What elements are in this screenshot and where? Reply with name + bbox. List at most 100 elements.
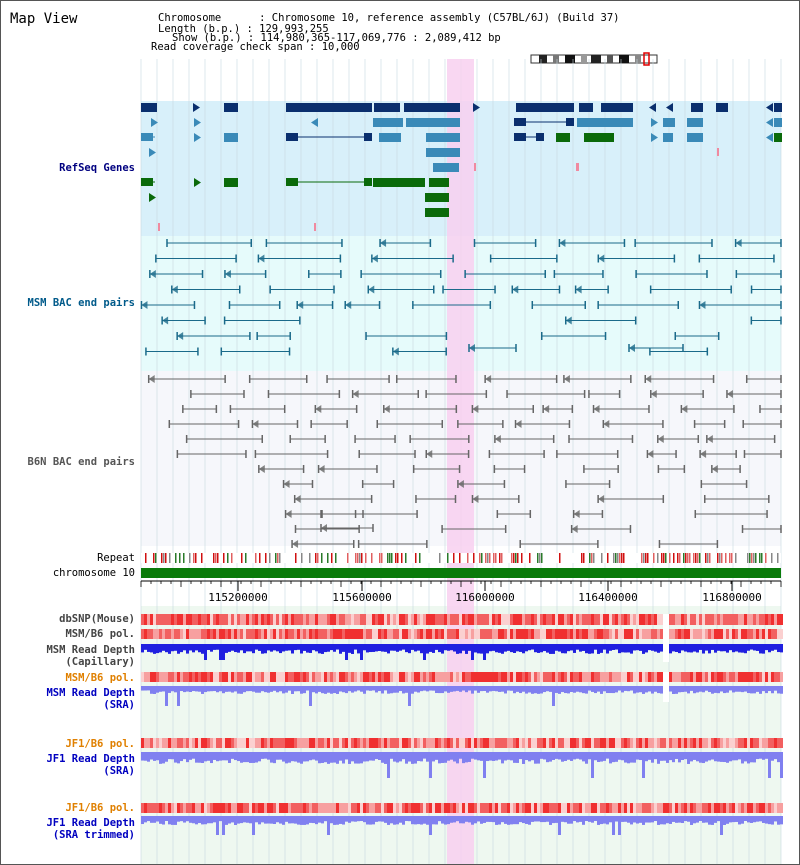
- depth-bar: [336, 752, 339, 764]
- pol-cell: [423, 614, 426, 625]
- pol-cell: [576, 614, 579, 625]
- repeat-mark: [647, 553, 649, 563]
- repeat-mark: [153, 553, 155, 563]
- strand-arrow: [194, 178, 201, 187]
- depth-bar: [258, 686, 261, 693]
- pol-cell: [258, 672, 261, 682]
- repeat-mark: [695, 553, 697, 563]
- pol-cell: [360, 614, 363, 625]
- pol-cell: [243, 738, 246, 748]
- depth-bar: [330, 752, 333, 763]
- end-arrow: [485, 375, 492, 383]
- pol-cell: [744, 803, 747, 813]
- depth-bar: [291, 686, 294, 694]
- track-label-b6n-bac[interactable]: B6N BAC end pairs: [27, 456, 135, 468]
- pol-cell: [585, 629, 588, 639]
- pol-cell: [225, 738, 228, 748]
- pol-cell: [300, 629, 303, 639]
- pol-cell: [363, 803, 366, 813]
- pol-cell: [570, 629, 573, 639]
- depth-bar: [681, 752, 684, 761]
- depth-bar: [726, 752, 729, 763]
- strand-arrow: [766, 118, 773, 127]
- depth-bar: [507, 686, 510, 691]
- track-label-msm-bac[interactable]: MSM BAC end pairs: [27, 297, 135, 309]
- strand-arrow: [666, 103, 673, 112]
- pol-cell: [180, 738, 183, 748]
- depth-bar: [426, 752, 429, 762]
- repeat-mark: [709, 553, 711, 563]
- pol-cell: [714, 738, 717, 748]
- pol-cell: [483, 738, 486, 748]
- pol-cell: [549, 672, 552, 682]
- depth-bar: [777, 752, 780, 763]
- pol-cell: [579, 614, 582, 625]
- pol-cell: [423, 803, 426, 813]
- depth-bar: [423, 752, 426, 759]
- depth-bar: [573, 686, 576, 693]
- depth-bar: [606, 686, 609, 694]
- pol-cell: [321, 629, 324, 639]
- pol-cell: [711, 738, 714, 748]
- depth-bar: [198, 816, 201, 824]
- depth-bar: [717, 644, 720, 651]
- pol-cell: [348, 738, 351, 748]
- repeat-mark: [217, 553, 219, 563]
- pol-cell: [327, 614, 330, 625]
- depth-bar: [354, 686, 357, 692]
- pol-cell: [606, 672, 609, 682]
- pol-cell: [363, 629, 366, 639]
- depth-bar: [705, 816, 708, 823]
- pol-cell: [585, 614, 588, 625]
- pol-cell: [591, 803, 594, 813]
- pol-cell: [369, 803, 372, 813]
- depth-bar: [498, 816, 501, 825]
- pol-cell: [357, 738, 360, 748]
- pol-cell: [534, 629, 537, 639]
- pol-cell: [768, 738, 771, 748]
- depth-bar: [411, 816, 414, 825]
- depth-bar: [183, 686, 186, 693]
- pol-cell: [429, 738, 432, 748]
- pol-cell: [186, 614, 189, 625]
- pol-cell: [288, 614, 291, 625]
- pol-cell: [153, 629, 156, 639]
- pol-cell: [537, 738, 540, 748]
- pol-cell: [660, 738, 663, 748]
- end-arrow: [647, 450, 654, 458]
- depth-bar: [573, 816, 576, 822]
- track-label-refseq[interactable]: RefSeq Genes: [59, 162, 135, 174]
- pol-cell: [216, 614, 219, 625]
- pol-cell: [720, 803, 723, 813]
- depth-bar: [402, 686, 405, 694]
- pol-cell: [612, 672, 615, 682]
- depth-bar: [489, 816, 492, 822]
- pol-cell: [264, 803, 267, 813]
- pol-cell: [372, 629, 375, 639]
- depth-bar: [591, 686, 594, 692]
- pol-cell: [285, 672, 288, 682]
- depth-bar: [333, 752, 336, 763]
- pol-cell: [162, 629, 165, 639]
- pol-cell: [168, 738, 171, 748]
- depth-bar: [147, 752, 150, 762]
- chromosome-ideogram[interactable]: [529, 51, 663, 67]
- depth-bar: [171, 752, 174, 760]
- pol-cell: [774, 803, 777, 813]
- depth-bar: [759, 816, 762, 822]
- pol-cell: [348, 803, 351, 813]
- depth-bar: [606, 644, 609, 654]
- depth-bar: [627, 752, 630, 764]
- pol-cell: [366, 629, 369, 639]
- depth-bar: [654, 752, 657, 760]
- depth-bar: [351, 816, 354, 822]
- depth-bar: [282, 686, 285, 694]
- pol-cell: [555, 614, 558, 625]
- gene-exon: [286, 178, 298, 186]
- pol-cell: [411, 614, 414, 625]
- end-arrow: [368, 285, 375, 294]
- repeat-mark: [439, 553, 441, 563]
- pol-cell: [447, 672, 450, 682]
- pol-cell: [207, 672, 210, 682]
